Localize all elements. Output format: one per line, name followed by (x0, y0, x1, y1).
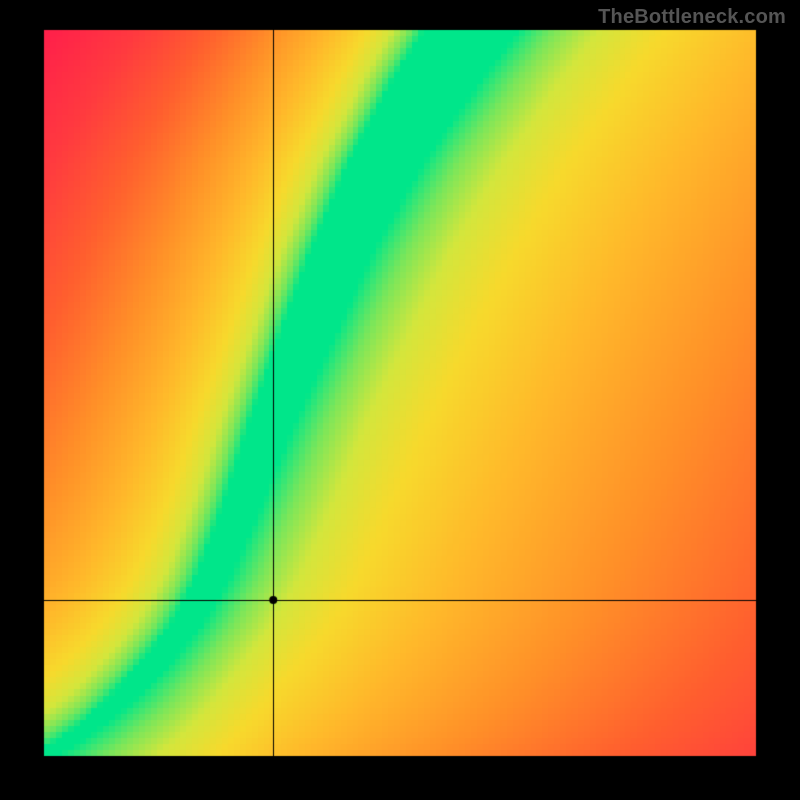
watermark-text: TheBottleneck.com (598, 6, 786, 29)
chart-container: TheBottleneck.com (0, 0, 800, 800)
heatmap-canvas (0, 0, 800, 800)
